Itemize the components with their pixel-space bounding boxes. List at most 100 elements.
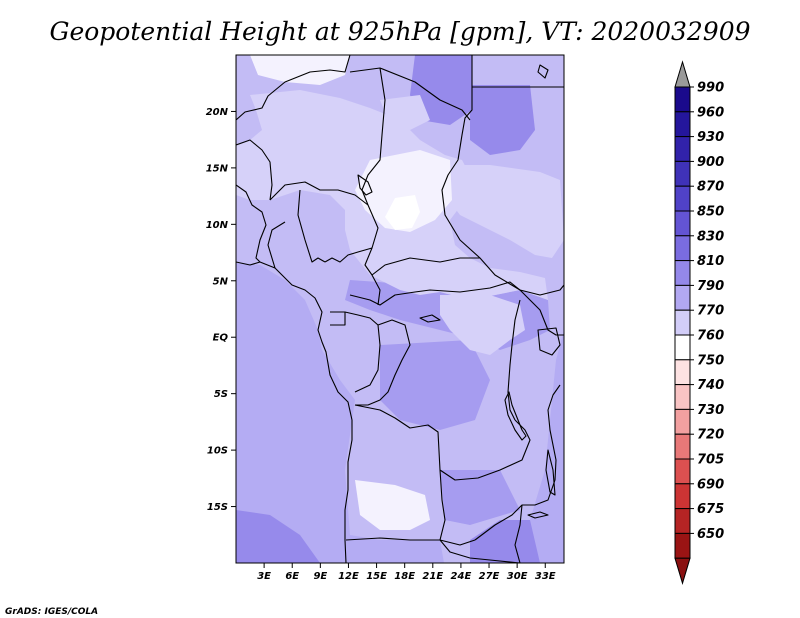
minimum-value-zone [385,195,420,230]
y-tick-label: 15N [206,163,229,174]
x-tick-label: 24E [451,571,472,582]
low-value-zone [440,295,525,355]
colorbar-label: 770 [697,304,724,319]
colorbar-label: 650 [697,527,724,542]
country-borders [236,55,564,563]
border-segment [297,189,326,263]
border-segment [514,504,523,563]
colorbar-swatch [674,210,691,237]
colorbar-swatch [674,359,691,386]
colorbar-swatch [674,433,691,460]
colorbar-label: 810 [697,254,724,269]
border-segment [236,184,267,263]
colorbar-label: 930 [697,130,724,145]
colorbar-label: 960 [697,105,724,120]
x-tick-label: 21E [422,571,443,582]
border-segment [355,319,411,406]
colorbar-label: 675 [697,502,724,517]
border-segment [324,247,373,263]
colorbar-swatch [674,260,691,286]
colorbar-swatch [674,136,691,162]
border-segment [439,539,521,563]
y-tick-label: 20N [206,107,229,118]
x-tick-label: 27E [479,571,500,582]
chart-title: Geopotential Height at 925hPa [gpm], VT:… [49,17,750,46]
x-tick-label: 9E [313,571,327,582]
map-frame [235,54,565,564]
border-segment [371,257,480,276]
border-segment [439,469,446,541]
colorbar-label: 705 [697,453,724,468]
colorbar-label: 730 [697,403,724,418]
colorbar-label: 720 [697,428,724,443]
low-value-zone [380,95,430,130]
x-tick-label: 30E [507,571,528,582]
border-segment [507,299,521,421]
colorbar-label: 790 [697,279,724,294]
lake-victoria [537,327,561,356]
grads-credit: GrADS: IGES/COLA [5,607,98,617]
border-segment [269,181,369,206]
coast-fragment [419,314,441,323]
colorbar-label: 830 [697,229,724,244]
y-tick-label: EQ [213,333,229,344]
border-segment [349,281,521,306]
border-segment [236,139,273,201]
colorbar-swatch [674,235,691,262]
colorbar-label: 690 [697,477,724,492]
y-tick-label: 10S [207,446,228,457]
border-segment [267,221,286,269]
colorbar-label: 740 [697,378,724,393]
colorbar: 990 960 930 900 870 850 830 810 790 770 760 750 740 7… [674,60,724,585]
coast-fragment [527,511,549,519]
high-value-zone [440,470,520,525]
colorbar-swatch [674,508,691,534]
border-segment [354,404,531,481]
border-segment [474,384,561,541]
x-tick-label: 33E [535,571,556,582]
colorbar-label: 900 [697,155,724,170]
coast-fragment [537,64,549,79]
colorbar-top-cap [674,60,691,88]
coast-fragment [357,174,373,196]
colorbar-swatch [674,408,691,435]
border-segment [441,55,564,296]
colorbar-bottom-cap [674,557,691,585]
colorbar-swatch [674,160,691,187]
colorbar-label: 990 [697,81,724,96]
colorbar-swatch [674,334,691,361]
colorbar-swatch [674,458,691,485]
border-segment [345,537,476,546]
colorbar-label: 760 [697,329,724,344]
x-tick-label: 18E [394,571,415,582]
highest-value-zone [470,85,535,155]
x-tick-label: 3E [257,571,271,582]
colorbar-swatch [674,86,691,113]
lake-malawi [545,449,556,496]
x-tick-label: 15E [366,571,387,582]
lowest-value-zone [250,55,350,85]
border-segment [349,67,471,121]
high-value-zone [380,340,490,430]
y-axis: 20N 15N 10N 5N EQ 5S 10S 15S [206,107,236,513]
low-value-zone [440,165,564,258]
x-axis: 3E 6E 9E 12E 15E 18E 21E 24E 27E 30E 33E [257,563,556,582]
highest-value-zone [236,510,320,563]
y-tick-label: 15S [207,502,228,513]
colorbar-swatch [674,111,691,138]
y-tick-label: 10N [206,220,229,231]
border-segment [236,55,351,121]
colorbar-label: 850 [697,205,724,220]
colorbar-label: 870 [697,180,724,195]
colorbar-swatch [674,185,691,212]
lowest-value-zone [355,150,452,232]
coastline-west-africa [236,261,353,563]
lowest-value-zone [355,480,430,530]
colorbar-swatch [674,309,691,336]
y-tick-label: 5S [214,389,228,400]
map-field [236,55,564,563]
colorbar-swatch [674,483,691,510]
x-tick-label: 6E [285,571,299,582]
lake-tanganyika [504,391,527,441]
